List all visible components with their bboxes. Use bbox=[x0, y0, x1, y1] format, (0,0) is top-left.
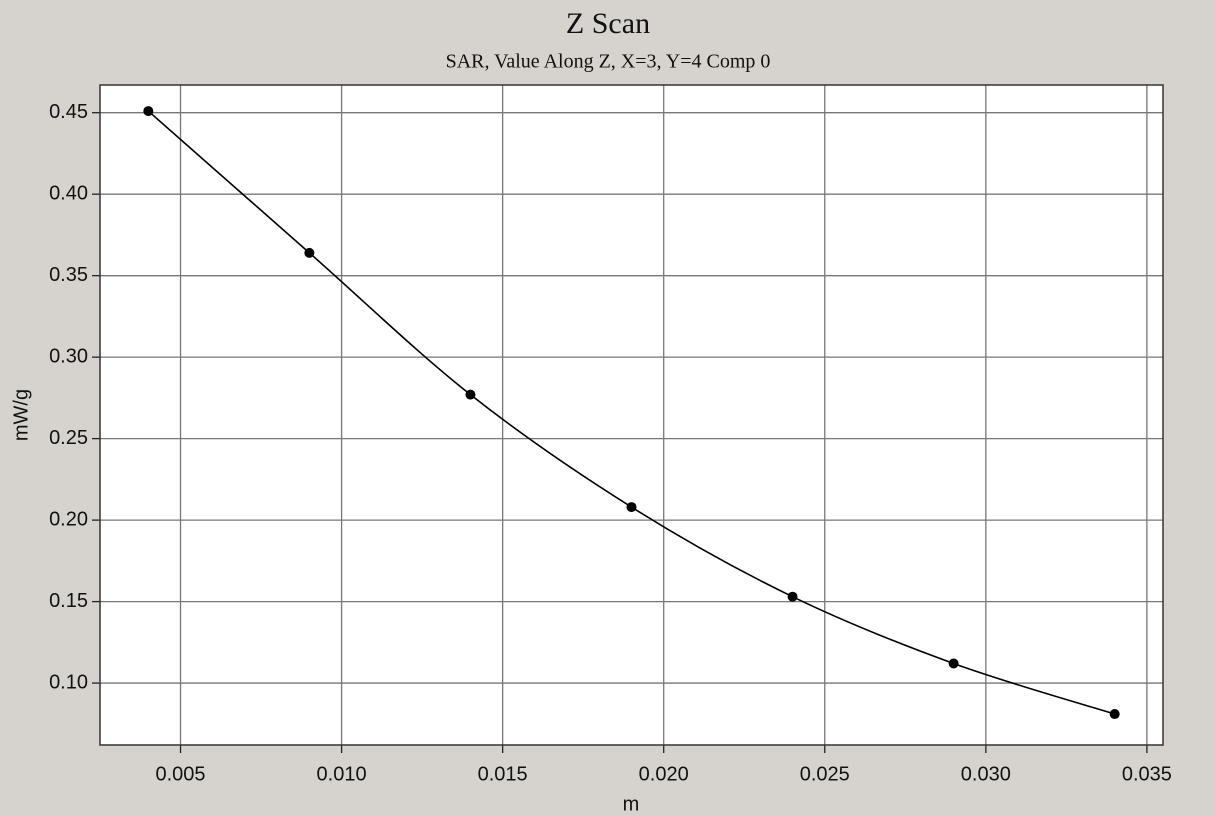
chart-subtitle: SAR, Value Along Z, X=3, Y=4 Comp 0 bbox=[446, 51, 771, 73]
data-point bbox=[143, 106, 154, 117]
x-tick-label: 0.005 bbox=[155, 763, 205, 785]
y-tick-label: 0.40 bbox=[49, 182, 88, 204]
x-tick-label: 0.025 bbox=[800, 763, 850, 785]
data-point bbox=[948, 658, 959, 669]
chart-title: Z Scan bbox=[566, 7, 650, 40]
y-axis-label: mW/g bbox=[10, 389, 32, 441]
plot-border bbox=[99, 84, 1164, 746]
y-tick-label: 0.25 bbox=[49, 427, 88, 449]
data-point bbox=[465, 389, 476, 400]
y-tick-label: 0.45 bbox=[49, 101, 88, 123]
y-tick-label: 0.35 bbox=[49, 264, 88, 286]
data-point bbox=[1109, 709, 1120, 720]
x-tick-label: 0.015 bbox=[478, 763, 528, 785]
y-tick-label: 0.20 bbox=[49, 508, 88, 530]
x-axis-label: m bbox=[623, 793, 640, 815]
x-tick-label: 0.010 bbox=[317, 763, 367, 785]
y-tick-label: 0.30 bbox=[49, 345, 88, 367]
x-tick-label: 0.020 bbox=[639, 763, 689, 785]
data-point bbox=[626, 502, 637, 513]
data-point bbox=[787, 591, 798, 602]
x-tick-label: 0.035 bbox=[1122, 763, 1172, 785]
x-tick-label: 0.030 bbox=[961, 763, 1011, 785]
y-tick-label: 0.15 bbox=[49, 590, 88, 612]
data-point bbox=[304, 247, 315, 258]
y-tick-label: 0.10 bbox=[49, 671, 88, 693]
plot-area bbox=[100, 85, 1163, 745]
